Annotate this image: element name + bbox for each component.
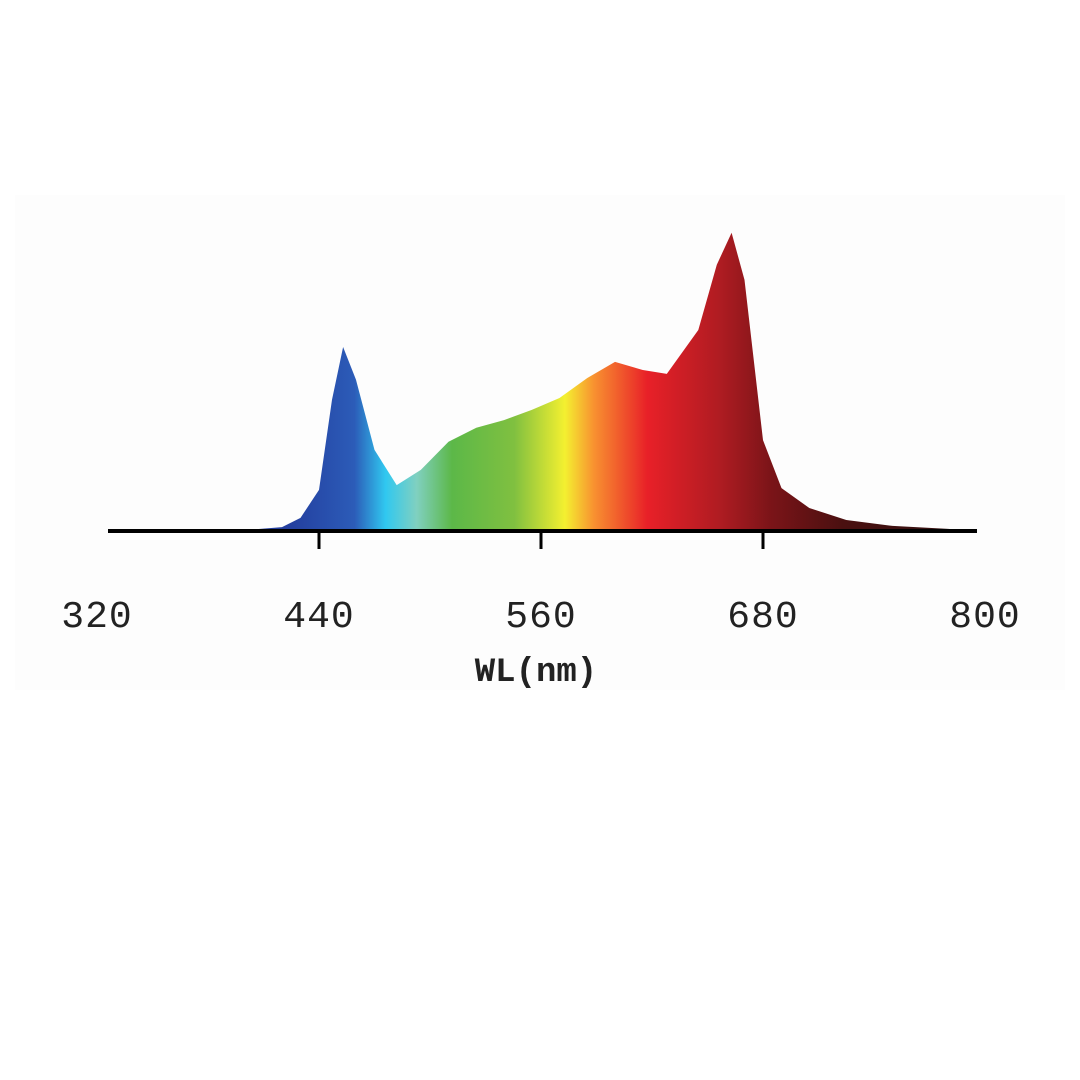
x-tick-label: 320: [61, 596, 132, 639]
x-axis-label: WL(nm): [475, 654, 597, 692]
x-tick-label: 680: [727, 596, 798, 639]
spectrum-area: [208, 232, 976, 532]
plot: 320 440 560 680 800: [61, 232, 1020, 639]
x-tick-label: 440: [283, 596, 354, 639]
x-tick-label: 560: [505, 596, 576, 639]
x-tick-label: 800: [949, 596, 1020, 639]
